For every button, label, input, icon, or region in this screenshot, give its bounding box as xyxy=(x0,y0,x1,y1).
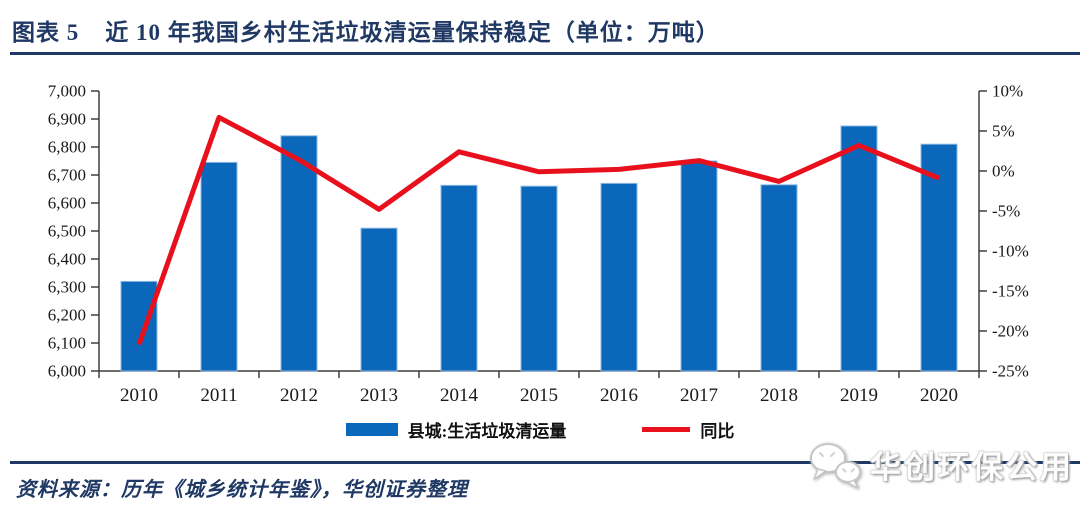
x-axis-category-label: 2010 xyxy=(120,385,158,406)
line-series-swatch xyxy=(642,426,691,432)
bar-2013 xyxy=(360,227,398,372)
x-axis-category-label: 2020 xyxy=(920,385,958,406)
line-series-label: 同比 xyxy=(700,421,735,441)
figure-header: 图表 5 近 10 年我国乡村生活垃圾清运量保持稳定（单位：万吨） xyxy=(0,0,1080,52)
right-axis-tick-label: -15% xyxy=(992,282,1029,301)
bar-2016 xyxy=(600,182,638,372)
chart-legend: 县城:生活垃圾清运量 同比 xyxy=(0,417,1080,441)
right-axis-tick-label: -20% xyxy=(992,322,1029,341)
right-axis-tick-label: -10% xyxy=(992,242,1029,261)
x-axis-category-label: 2018 xyxy=(760,385,798,406)
left-axis-tick-label: 6,800 xyxy=(48,138,86,157)
bar-2015 xyxy=(520,185,558,372)
right-axis-tick-label: -25% xyxy=(992,362,1029,381)
bar-2011 xyxy=(200,161,238,372)
bar-2010 xyxy=(120,280,158,372)
bar-2014 xyxy=(440,184,478,372)
left-axis-tick-label: 6,100 xyxy=(48,334,86,353)
left-axis-tick-label: 6,200 xyxy=(48,306,86,325)
figure-label: 图表 5 xyxy=(12,20,80,45)
wechat-icon xyxy=(810,443,861,489)
watermark: 华创环保公用 xyxy=(804,438,1074,490)
right-axis-tick-label: -5% xyxy=(992,202,1020,221)
left-axis-tick-label: 6,600 xyxy=(48,194,86,213)
left-axis-tick-label: 6,700 xyxy=(48,166,86,185)
right-axis-tick-label: 0% xyxy=(992,162,1015,181)
left-axis-tick-label: 7,000 xyxy=(48,82,86,101)
x-axis-category-label: 2017 xyxy=(680,385,718,406)
bar-series-label: 县城:生活垃圾清运量 xyxy=(407,421,567,441)
bar-series-swatch xyxy=(345,422,398,436)
bar-2012 xyxy=(280,135,318,372)
x-axis-category-label: 2012 xyxy=(280,385,318,406)
figure-title: 近 10 年我国乡村生活垃圾清运量保持稳定（单位：万吨） xyxy=(105,20,720,45)
left-axis-tick-label: 6,500 xyxy=(48,222,86,241)
x-axis-category-label: 2013 xyxy=(360,385,398,406)
x-axis-category-label: 2011 xyxy=(200,385,237,406)
left-axis-tick-label: 6,000 xyxy=(48,362,86,381)
x-axis-category-label: 2014 xyxy=(440,385,479,406)
garbage-chart-svg: 7,000 6,900 6,800 6,700 6,600 6,500 6,400 6,300… xyxy=(48,82,1029,407)
title-divider xyxy=(10,52,1080,55)
watermark-text: 华创环保公用 xyxy=(870,449,1074,485)
x-axis-category-label: 2016 xyxy=(600,385,638,406)
chart-area: 7,000 6,900 6,800 6,700 6,600 6,500 6,400 6,300… xyxy=(0,55,1080,415)
left-axis-tick-label: 6,900 xyxy=(48,110,86,129)
left-axis-tick-label: 6,400 xyxy=(48,250,86,269)
bar-2018 xyxy=(760,184,798,372)
x-axis-category-label: 2015 xyxy=(520,385,558,406)
bar-2017 xyxy=(680,160,718,372)
yoy-line xyxy=(136,114,940,346)
right-axis-tick-label: 5% xyxy=(992,122,1015,141)
x-axis-category-label: 2019 xyxy=(840,385,878,406)
footer-divider xyxy=(10,461,1080,464)
left-axis-tick-label: 6,300 xyxy=(48,278,86,297)
bar-2020 xyxy=(920,143,958,372)
right-axis-tick-label: 10% xyxy=(992,82,1023,101)
source-note: 资料来源：历年《城乡统计年鉴》，华创证券整理 xyxy=(16,479,468,501)
bar-2019 xyxy=(840,125,878,372)
